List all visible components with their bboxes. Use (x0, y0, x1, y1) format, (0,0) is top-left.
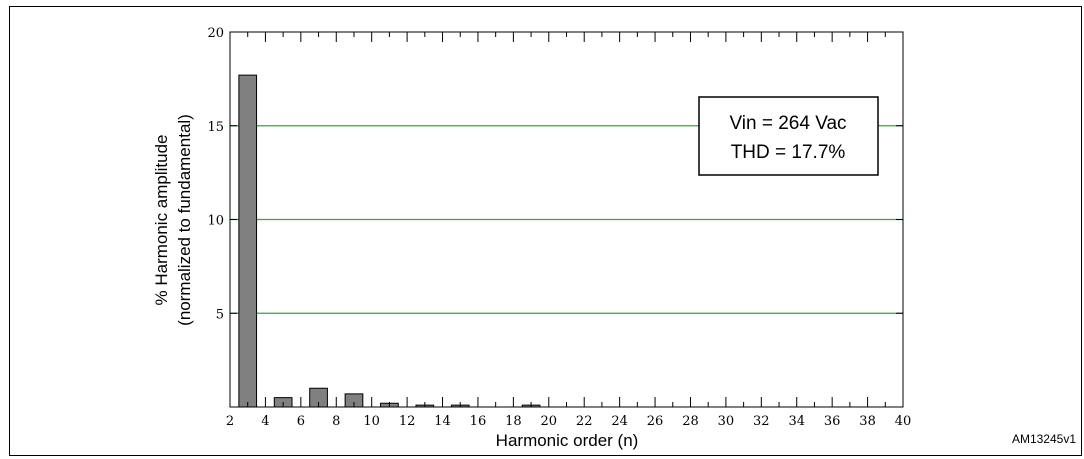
y-axis-title-line-2: (normalized to fundamental) (175, 114, 194, 326)
tick-labels: 2 4 6 8 10 12 14 16 18 20 22 24 26 28 30 32 34 36 38 405101… (207, 26, 911, 429)
x-tick-label-2: 2 (226, 414, 234, 429)
x-tick-label-26: 26 (647, 414, 664, 429)
x-tick-label-22: 22 (576, 414, 593, 429)
bar-n3 (238, 74, 258, 408)
plot-area (229, 31, 904, 408)
x-tick-label-30: 30 (718, 414, 735, 429)
x-tick-label-40: 40 (895, 414, 912, 429)
x-tick-label-10: 10 (363, 414, 380, 429)
x-tick-label-12: 12 (399, 414, 416, 429)
y-tick-label-15: 15 (207, 120, 224, 135)
annotation-thd: THD = 17.7% (731, 142, 846, 163)
x-axis-title: Harmonic order (n) (496, 431, 639, 450)
x-tick-label-14: 14 (434, 414, 451, 429)
y-axis-title-line-1: % Harmonic amplitude (152, 134, 171, 305)
x-tick-label-8: 8 (332, 414, 340, 429)
x-tick-label-4: 4 (261, 414, 269, 429)
annotation-box: Vin = 264 Vac THD = 17.7% (698, 96, 879, 176)
x-tick-label-16: 16 (470, 414, 487, 429)
y-tick-label-10: 10 (207, 214, 224, 229)
y-tick-label-20: 20 (207, 26, 224, 41)
x-tick-label-36: 36 (824, 414, 841, 429)
x-tick-label-34: 34 (788, 414, 805, 429)
x-tick-label-24: 24 (611, 414, 628, 429)
figure-reference-code: AM13245v1 (1012, 432, 1076, 446)
x-tick-label-38: 38 (859, 414, 876, 429)
annotation-vin: Vin = 264 Vac (729, 113, 846, 134)
figure-frame (9, 6, 1082, 456)
x-tick-label-32: 32 (753, 414, 770, 429)
x-tick-label-18: 18 (505, 414, 522, 429)
x-tick-label-28: 28 (682, 414, 699, 429)
x-tick-label-6: 6 (297, 414, 305, 429)
x-tick-label-20: 20 (541, 414, 558, 429)
y-tick-label-5: 5 (216, 307, 224, 322)
annotation-border (698, 96, 879, 176)
bars (238, 74, 541, 408)
